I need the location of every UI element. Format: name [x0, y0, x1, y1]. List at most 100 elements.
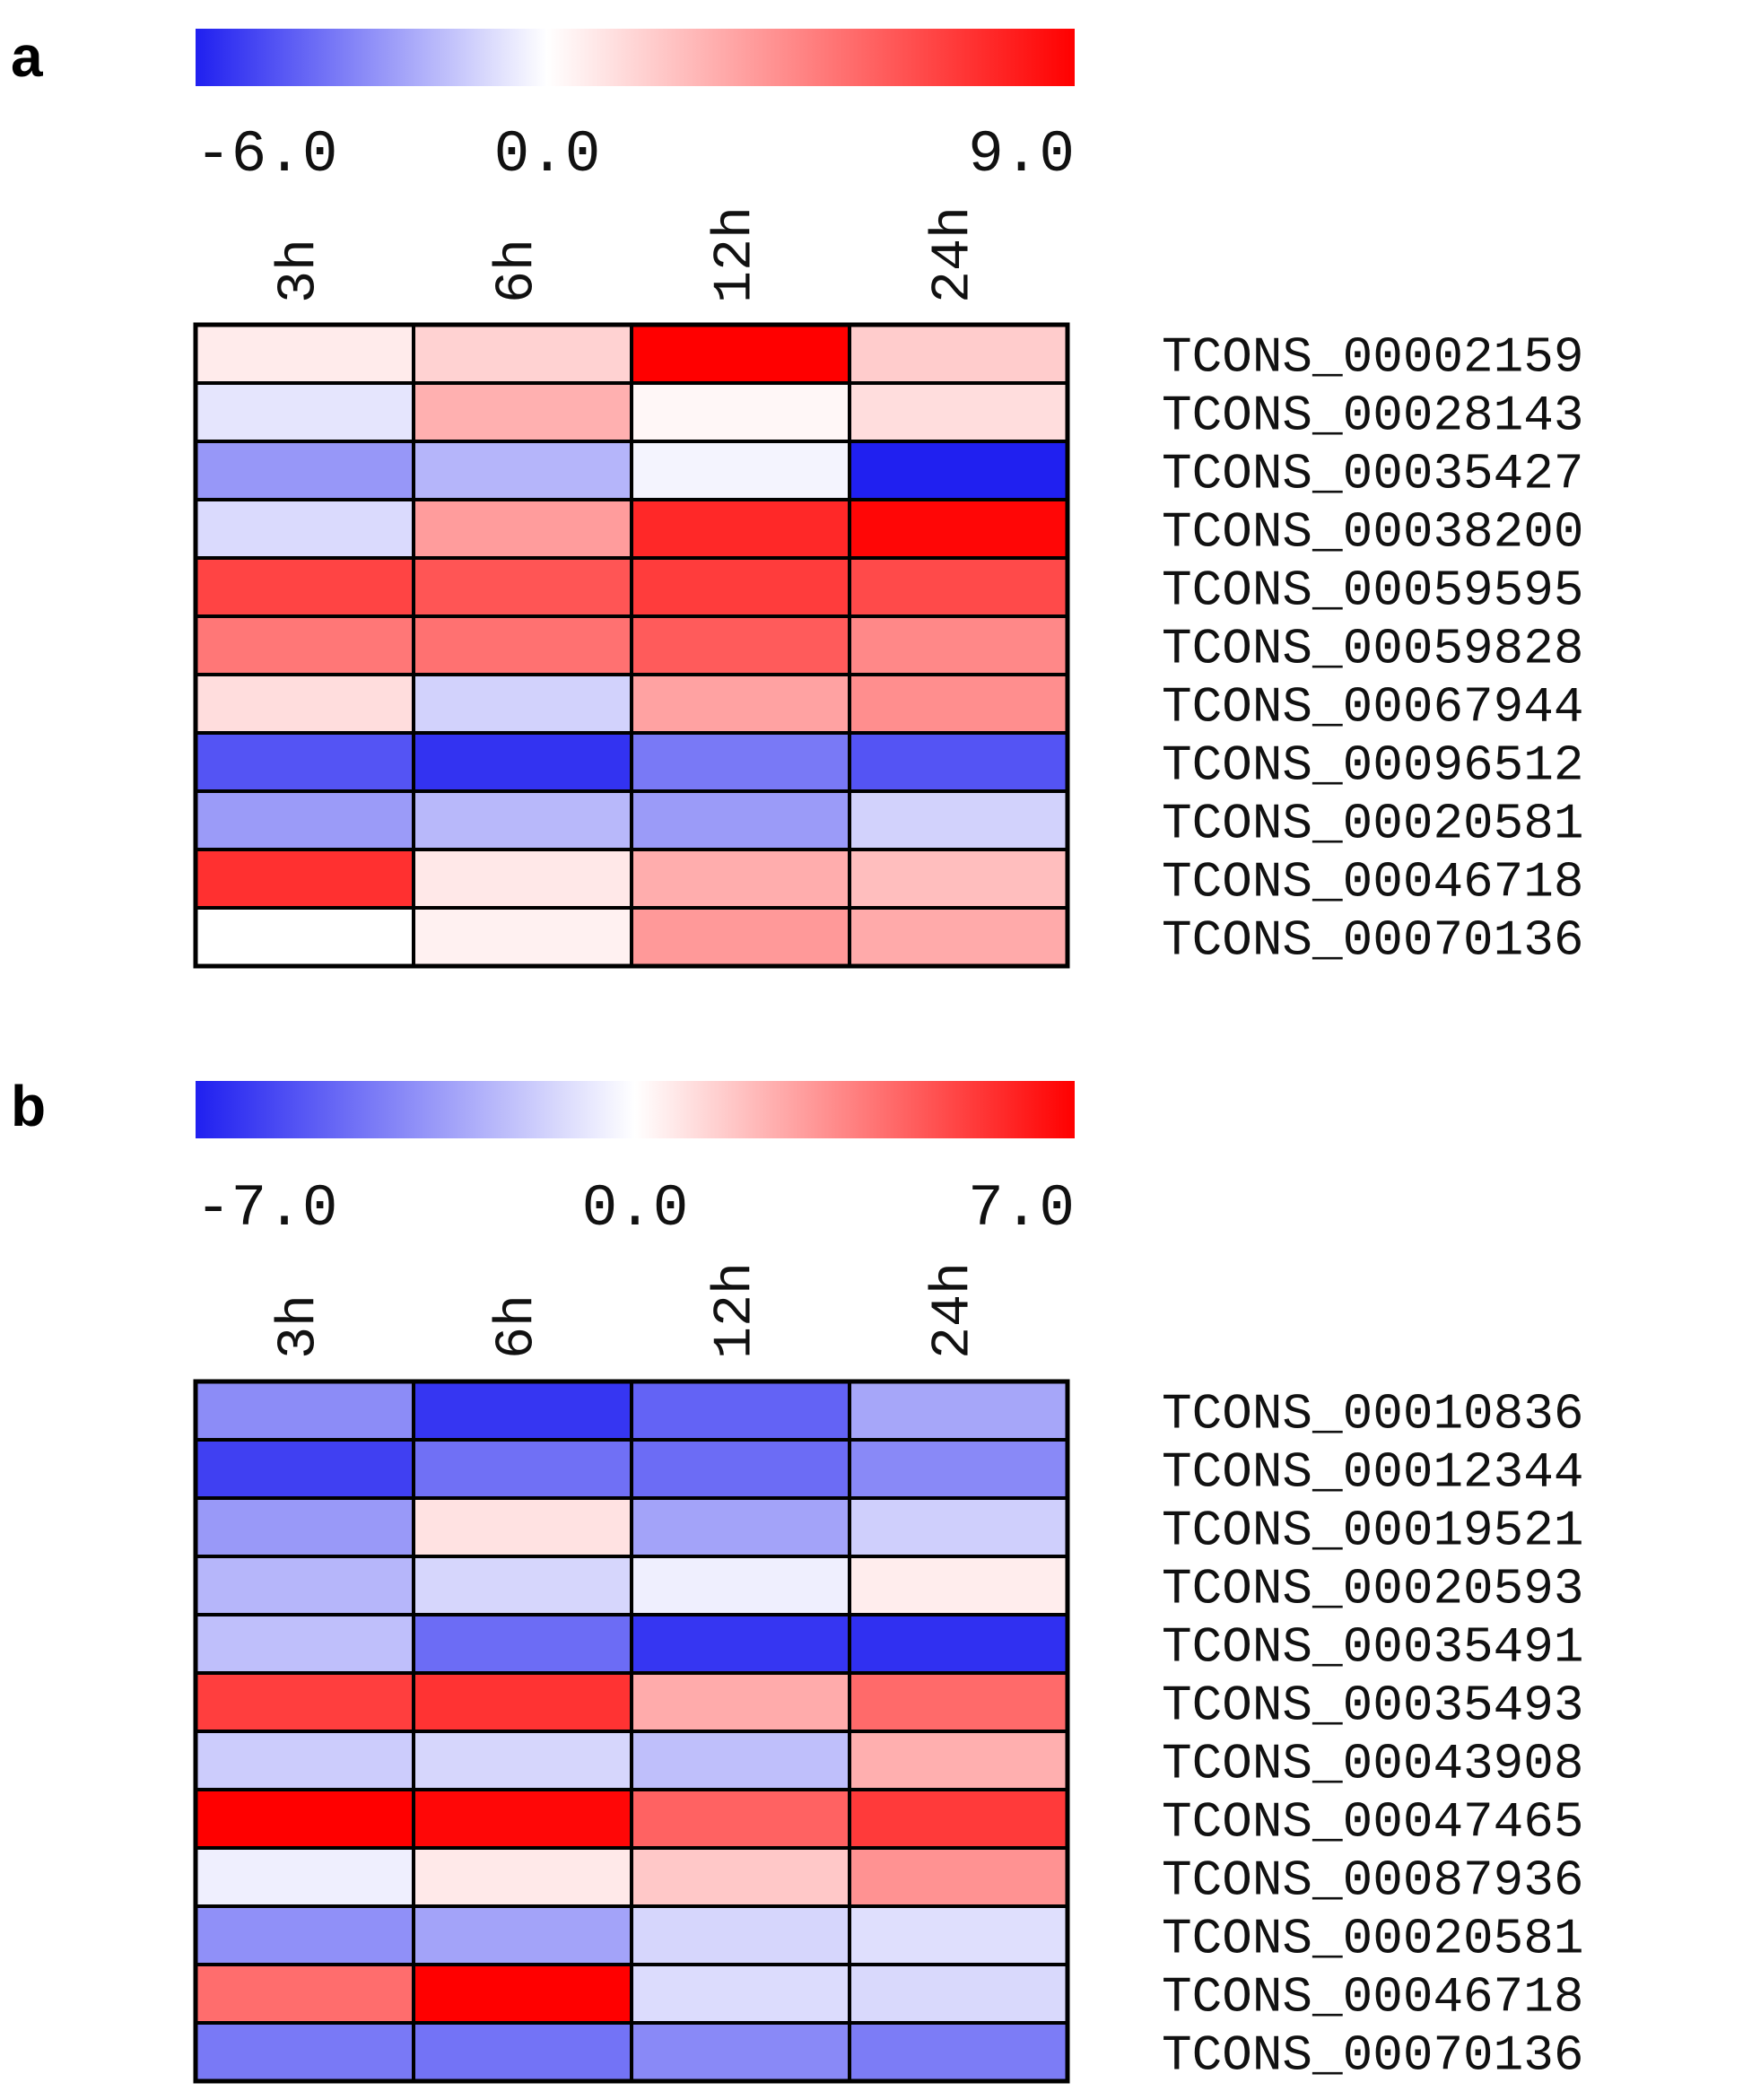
column-label: 24h [924, 206, 985, 303]
heatmap-cell [412, 1788, 633, 1850]
column-label: 12h [706, 206, 767, 303]
heatmap-cell [412, 323, 633, 385]
heatmap-cell [848, 381, 1069, 443]
colorbar-tick-label: 0.0 [494, 121, 601, 188]
heatmap-cell [630, 1788, 851, 1850]
heatmap-cell [412, 1963, 633, 2025]
row-label: TCONS_00067944 [1162, 679, 1583, 736]
colorbar-tick-label: 9.0 [968, 121, 1075, 188]
row-label: TCONS_00038200 [1162, 504, 1583, 562]
row-label: TCONS_00035491 [1162, 1619, 1583, 1677]
heatmap-cell [194, 1788, 415, 1850]
heatmap-cell [630, 498, 851, 560]
heatmap-cell [630, 323, 851, 385]
heatmap-cell [194, 1380, 415, 1442]
colorbar-tick-label: -6.0 [196, 121, 337, 188]
heatmap-cell [194, 789, 415, 851]
heatmap-cell [412, 1671, 633, 1733]
heatmap-cell [412, 1555, 633, 1616]
heatmap-cell [848, 731, 1069, 793]
heatmap-cell [848, 1846, 1069, 1908]
heatmap-cell [194, 1963, 415, 2025]
column-label: 3h [270, 1294, 331, 1359]
column-label: 12h [706, 1262, 767, 1359]
row-label: TCONS_00002159 [1162, 329, 1583, 387]
heatmap-cell [630, 1555, 851, 1616]
heatmap-cell [412, 731, 633, 793]
heatmap-cell [848, 556, 1069, 618]
heatmap-cell [848, 1730, 1069, 1791]
row-label: TCONS_00010836 [1162, 1386, 1583, 1443]
heatmap-cell [848, 906, 1069, 968]
colorbar-tick-label: 7.0 [968, 1175, 1075, 1242]
row-label: TCONS_00043908 [1162, 1736, 1583, 1793]
heatmap-cell [848, 1438, 1069, 1500]
heatmap-cell [412, 1438, 633, 1500]
heatmap-cell [848, 673, 1069, 735]
heatmap-cell [194, 440, 415, 501]
colorbar-tick-label: -7.0 [196, 1175, 337, 1242]
heatmap-cell [412, 789, 633, 851]
panel-label: b [11, 1074, 46, 1138]
heatmap-cell [194, 498, 415, 560]
row-label: TCONS_00019521 [1162, 1503, 1583, 1560]
panel-label: a [11, 24, 43, 89]
heatmap-cell [848, 1963, 1069, 2025]
row-label: TCONS_00012344 [1162, 1444, 1583, 1502]
heatmap-cell [630, 1613, 851, 1675]
heatmap-cell [848, 440, 1069, 501]
row-label: TCONS_00059828 [1162, 621, 1583, 678]
heatmap-panel-a: a-6.0 0.0 9.03h 6h 12h 24hTCONS_00002159TCONS… [11, 24, 1583, 970]
heatmap-cell [194, 1846, 415, 1908]
colorbar [196, 1081, 1075, 1138]
row-label: TCONS_00035493 [1162, 1677, 1583, 1735]
row-label: TCONS_00070136 [1162, 2027, 1583, 2085]
heatmap-cell [630, 731, 851, 793]
heatmap-cell [630, 1846, 851, 1908]
heatmap-cell [194, 614, 415, 676]
row-label: TCONS_00096512 [1162, 737, 1583, 795]
heatmap-cell [848, 1788, 1069, 1850]
heatmap-cell [412, 1904, 633, 1966]
heatmap-panel-b: b-7.0 0.0 7.03h 6h 12h 24hTCONS_00010836TCONS… [11, 1074, 1583, 2085]
heatmap-cell [194, 1613, 415, 1675]
heatmap-cell [630, 906, 851, 968]
heatmap-cell [194, 848, 415, 910]
row-label: TCONS_00087936 [1162, 1852, 1583, 1910]
heatmap-cell [194, 1555, 415, 1616]
row-label: TCONS_00047465 [1162, 1794, 1583, 1852]
heatmap-cell [848, 848, 1069, 910]
heatmap-cell [848, 1671, 1069, 1733]
heatmap-cell [194, 1438, 415, 1500]
heatmap-cell [630, 1671, 851, 1733]
heatmap-border [193, 1379, 1070, 2084]
heatmap-cell [848, 498, 1069, 560]
column-label: 6h [488, 1294, 549, 1359]
heatmap-cell [194, 906, 415, 968]
row-label: TCONS_00046718 [1162, 1969, 1583, 2026]
heatmap-cell [412, 498, 633, 560]
heatmap-cell [412, 1613, 633, 1675]
colorbar [196, 29, 1075, 86]
heatmap-cell [630, 789, 851, 851]
row-label: TCONS_00028143 [1162, 388, 1583, 445]
heatmap-cell [848, 1904, 1069, 1966]
heatmap-cell [194, 1671, 415, 1733]
row-label: TCONS_00020581 [1162, 796, 1583, 853]
heatmap-cell [630, 848, 851, 910]
heatmap-cell [630, 1380, 851, 1442]
heatmap-cell [630, 2021, 851, 2083]
heatmap-cell [630, 1730, 851, 1791]
heatmap-cell [630, 1496, 851, 1558]
heatmap-cell [412, 2021, 633, 2083]
heatmap-cell [194, 673, 415, 735]
row-label: TCONS_00035427 [1162, 446, 1583, 503]
heatmap-cell [412, 440, 633, 501]
heatmap-cell [630, 673, 851, 735]
heatmap-cell [412, 1846, 633, 1908]
row-label: TCONS_00020593 [1162, 1561, 1583, 1618]
heatmap-cell [412, 556, 633, 618]
heatmap-cell [630, 381, 851, 443]
heatmap-cell [848, 1496, 1069, 1558]
